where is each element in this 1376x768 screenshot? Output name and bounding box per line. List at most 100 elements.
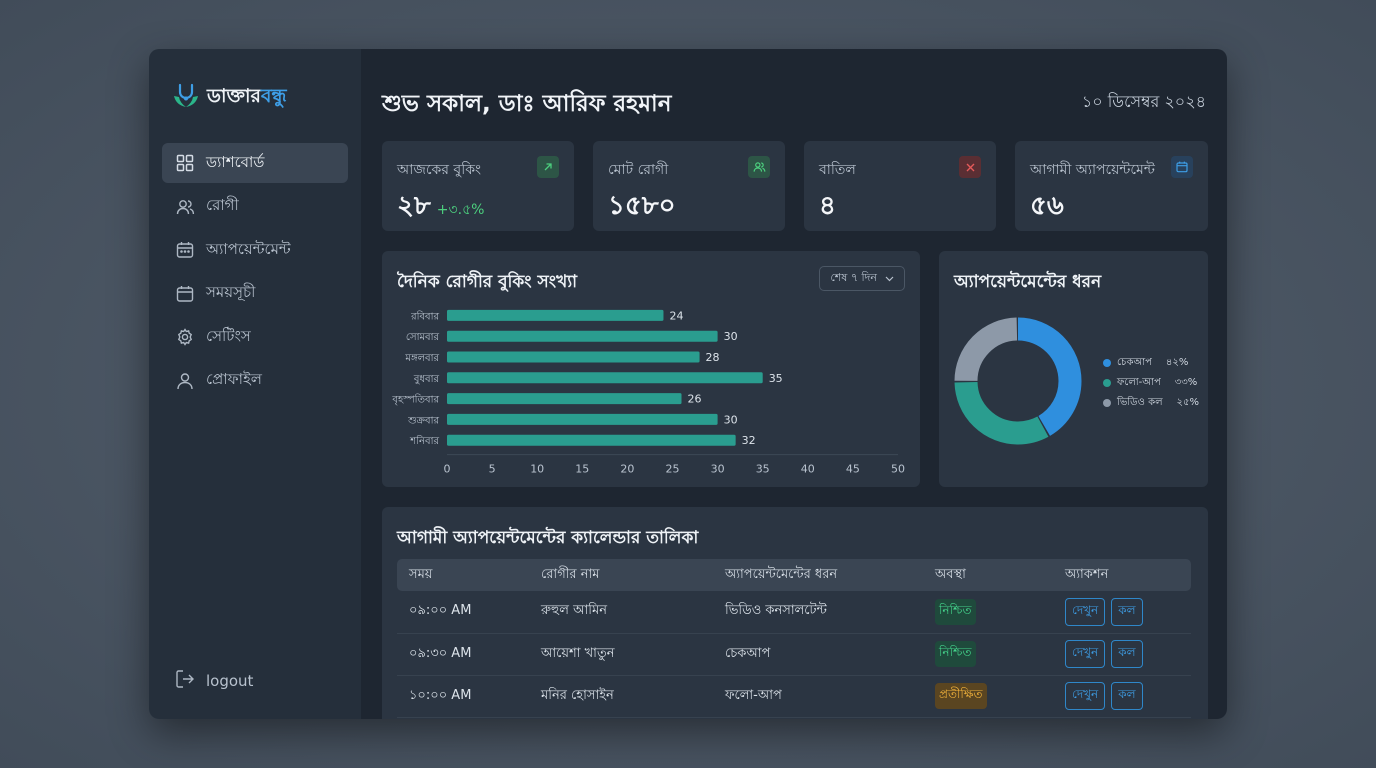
period-select[interactable]: শেষ ৭ দিন — [819, 266, 905, 291]
sidebar: ডাক্তারবন্ধু ড্যাশবোর্ড রোগী অ্যাপয়েন্ট… — [149, 49, 361, 719]
cell-status: নিশ্চিত — [923, 591, 1053, 634]
users-icon — [748, 156, 770, 178]
calendar-icon — [175, 284, 195, 304]
sidebar-item-settings[interactable]: সেটিংস — [162, 317, 348, 357]
bar — [447, 393, 682, 405]
main-content: শুভ সকাল, ডাঃ আরিফ রহমান ১০ ডিসেম্বর ২০২… — [361, 49, 1227, 719]
legend-item: চেকআপ ৪২% — [1103, 353, 1199, 373]
category-label: বৃহস্পতিবার — [391, 394, 439, 406]
brand-name-part2: বন্ধু — [260, 85, 287, 107]
call-button[interactable]: কল — [1111, 640, 1143, 668]
stat-card-cancelled[interactable]: বাতিল ৪ — [804, 141, 996, 231]
cell-actions: দেখুন কল — [1053, 633, 1191, 676]
sidebar-item-label: অ্যাপয়েন্টমেন্ট — [206, 239, 291, 258]
view-button[interactable]: দেখুন — [1065, 597, 1106, 626]
panel-title: অ্যাপয়েন্টমেন্টের ধরন — [954, 272, 1102, 292]
stat-title: আজকের বুকিং — [397, 162, 482, 178]
legend-label: চেকআপ — [1117, 356, 1152, 368]
legend-swatch — [1103, 379, 1111, 387]
bar-value-label: 32 — [742, 434, 756, 447]
sidebar-item-dashboard[interactable]: ড্যাশবোর্ড — [162, 143, 348, 183]
cell-actions: দেখুন কল — [1053, 591, 1191, 634]
column-header-status: অবস্থা — [935, 566, 966, 582]
user-icon — [175, 371, 195, 391]
call-button[interactable]: কল — [1111, 682, 1143, 710]
legend-value: ৩৩% — [1174, 376, 1198, 388]
category-label: শুক্রবার — [407, 415, 439, 426]
stat-title: আগামী অ্যাপয়েন্টমেন্ট — [1030, 162, 1155, 178]
donut-slice — [954, 317, 1082, 445]
legend-label: ভিডিও কল — [1117, 396, 1163, 408]
bar-value-label: 35 — [769, 372, 783, 385]
x-tick-label: 45 — [846, 463, 860, 476]
bar — [447, 434, 736, 446]
users-icon — [175, 197, 195, 217]
page-title: শুভ সকাল, ডাঃ আরিফ রহমান — [382, 91, 672, 117]
legend-value: ৪২% — [1165, 356, 1189, 368]
view-button[interactable]: দেখুন — [1065, 640, 1106, 668]
bookings-bar-chart: রবিবার 24 সোমবার 30 মঙ্গলবার 28 বুধবার 35 বৃহস্প… — [391, 309, 905, 476]
appointment-types-donut-chart — [954, 317, 1082, 445]
period-select-value: শেষ ৭ দিন — [830, 271, 877, 284]
legend-swatch — [1103, 359, 1111, 367]
cell-appointment-type: ভিডিও কনসালটেন্ট — [713, 591, 923, 634]
close-icon — [959, 156, 981, 178]
sidebar-item-label: সেটিংস — [206, 326, 251, 345]
stat-title: বাতিল — [819, 162, 856, 178]
appointment-types-panel: অ্যাপয়েন্টমেন্টের ধরন চেকআপ ৪২% ফলো-আপ ৩৩%… — [939, 251, 1208, 487]
cell-appointment-type: চেকআপ — [713, 633, 923, 676]
appointments-panel: আগামী অ্যাপয়েন্টমেন্টের ক্যালেন্ডার তাল… — [382, 507, 1208, 719]
sidebar-item-label: ড্যাশবোর্ড — [206, 152, 265, 171]
legend-label: ফলো-আপ — [1117, 376, 1161, 388]
sidebar-item-patients[interactable]: রোগী — [162, 187, 348, 227]
bar-value-label: 24 — [669, 309, 683, 322]
table-row: ০৯:০০ AM রুহুল আমিন ভিডিও কনসালটেন্ট নিশ… — [397, 591, 1191, 634]
stat-title: মোট রোগী — [608, 162, 669, 178]
panel-title: দৈনিক রোগীর বুকিং সংখ্যা — [397, 272, 578, 292]
brand-logo[interactable]: ডাক্তারবন্ধু — [171, 81, 287, 115]
sidebar-nav: ড্যাশবোর্ড রোগী অ্যাপয়েন্টমেন্ট সময়সূচ… — [162, 143, 348, 404]
stat-card-upcoming[interactable]: আগামী অ্যাপয়েন্টমেন্ট ৫৬ — [1015, 141, 1208, 231]
cell-time: ১০:০০ AM — [397, 675, 529, 718]
column-header-name: রোগীর নাম — [541, 566, 600, 582]
bar-value-label: 26 — [688, 393, 702, 406]
sidebar-item-appointments[interactable]: অ্যাপয়েন্টমেন্ট — [162, 230, 348, 270]
x-tick-label: 35 — [756, 463, 770, 476]
stat-card-total-patients[interactable]: মোট রোগী ১৫৮০ — [593, 141, 785, 231]
x-tick-label: 20 — [620, 463, 634, 476]
bar — [447, 330, 718, 342]
donut-slice — [954, 317, 1082, 445]
stat-value-number: ২৮ — [397, 191, 431, 221]
call-button[interactable]: কল — [1111, 597, 1143, 626]
stat-value: ২৮ +৩.৫% — [397, 185, 484, 229]
logout-label: logout — [206, 672, 254, 690]
legend-value: ২৫% — [1176, 396, 1200, 408]
sidebar-item-label: রোগী — [206, 196, 239, 214]
status-badge: নিশ্চিত — [935, 641, 976, 667]
sidebar-item-label: প্রোফাইল — [206, 370, 262, 388]
cell-patient-name: মনির হোসাইন — [529, 675, 713, 718]
stat-value: ৫৬ — [1030, 191, 1064, 221]
bar-value-label: 28 — [706, 351, 720, 364]
x-tick-label: 15 — [575, 463, 589, 476]
x-tick-label: 10 — [530, 463, 544, 476]
chevron-down-icon — [885, 272, 894, 285]
cell-appointment-type: ফলো-আপ — [713, 675, 923, 718]
brand-name: ডাক্তারবন্ধু — [207, 82, 287, 114]
status-badge: নিশ্চিত — [935, 598, 976, 625]
cell-patient-name: আয়েশা খাতুন — [529, 633, 713, 676]
x-tick-label: 5 — [489, 463, 496, 476]
category-label: সোমবার — [406, 332, 440, 343]
stat-card-today-bookings[interactable]: আজকের বুকিং ২৮ +৩.৫% — [382, 141, 574, 231]
cell-status: প্রতীক্ষিত — [923, 675, 1053, 718]
sidebar-item-schedule[interactable]: সময়সূচী — [162, 274, 348, 314]
bar-value-label: 30 — [724, 330, 738, 343]
sidebar-item-profile[interactable]: প্রোফাইল — [162, 361, 348, 401]
sidebar-item-label: সময়সূচী — [206, 283, 256, 301]
view-button[interactable]: দেখুন — [1065, 682, 1106, 710]
logout-button[interactable]: logout — [175, 669, 253, 693]
stat-value: ১৫৮০ — [608, 191, 676, 221]
bar — [447, 351, 700, 363]
header-date: ১০ ডিসেম্বর ২০২৪ — [1081, 92, 1206, 111]
category-label: রবিবার — [410, 310, 439, 322]
